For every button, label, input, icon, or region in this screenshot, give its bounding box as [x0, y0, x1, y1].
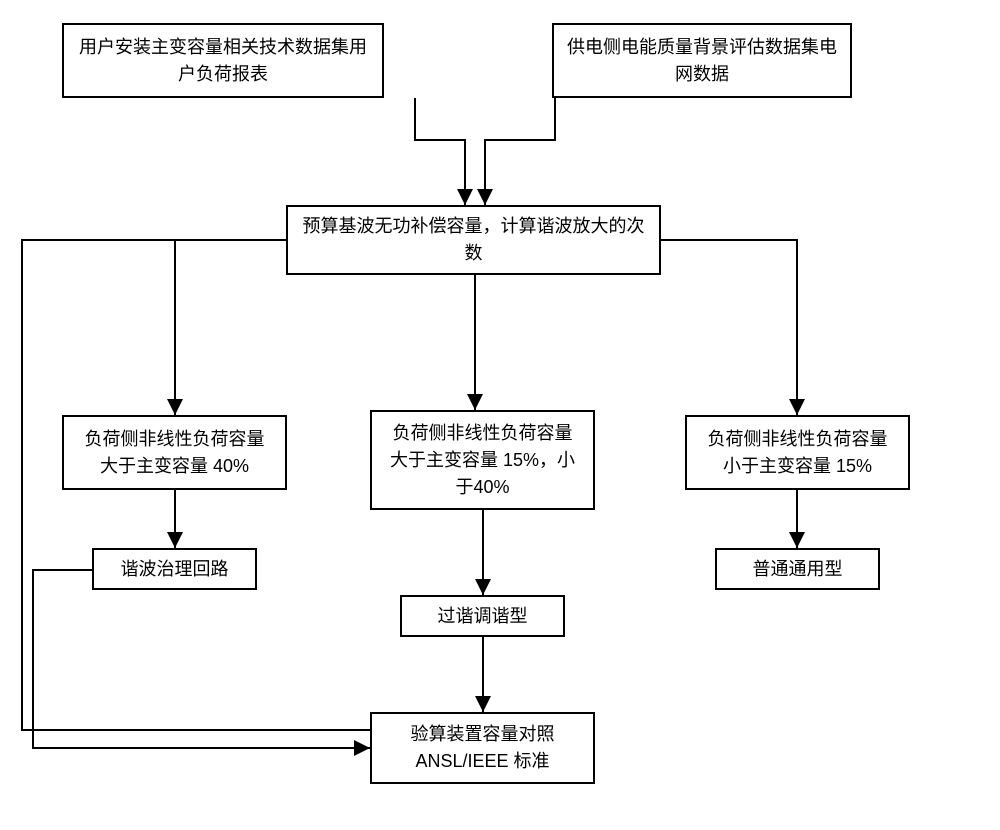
node-label: 负荷侧非线性负荷容量小于主变容量 15%	[699, 426, 896, 480]
node-label: 过谐调谐型	[438, 603, 528, 630]
node-branch_left: 负荷侧非线性负荷容量大于主变容量 40%	[62, 415, 287, 490]
node-top_left: 用户安装主变容量相关技术数据集用户负荷报表	[62, 23, 384, 98]
node-branch_right: 负荷侧非线性负荷容量小于主变容量 15%	[685, 415, 910, 490]
node-result_left: 谐波治理回路	[92, 548, 257, 590]
arrow-a10	[33, 570, 370, 748]
node-label: 谐波治理回路	[121, 556, 229, 583]
node-result_right: 普通通用型	[715, 548, 880, 590]
node-result_mid: 过谐调谐型	[400, 595, 565, 637]
node-label: 预算基波无功补偿容量，计算谐波放大的次数	[300, 213, 647, 267]
node-label: 用户安装主变容量相关技术数据集用户负荷报表	[76, 34, 370, 88]
node-bottom: 验算装置容量对照ANSL/IEEE 标准	[370, 712, 595, 784]
arrow-a2	[485, 98, 555, 205]
node-branch_mid: 负荷侧非线性负荷容量大于主变容量 15%，小于40%	[370, 410, 595, 510]
node-label: 普通通用型	[753, 556, 843, 583]
arrow-a5	[661, 240, 797, 415]
node-label: 负荷侧非线性负荷容量大于主变容量 15%，小于40%	[384, 420, 581, 501]
node-top_right: 供电侧电能质量背景评估数据集电网数据	[552, 23, 852, 98]
arrow-a4	[175, 240, 286, 415]
node-label: 负荷侧非线性负荷容量大于主变容量 40%	[76, 426, 273, 480]
arrow-a1	[415, 98, 465, 205]
node-center_top: 预算基波无功补偿容量，计算谐波放大的次数	[286, 205, 661, 275]
node-label: 供电侧电能质量背景评估数据集电网数据	[566, 34, 838, 88]
node-label: 验算装置容量对照ANSL/IEEE 标准	[384, 721, 581, 775]
